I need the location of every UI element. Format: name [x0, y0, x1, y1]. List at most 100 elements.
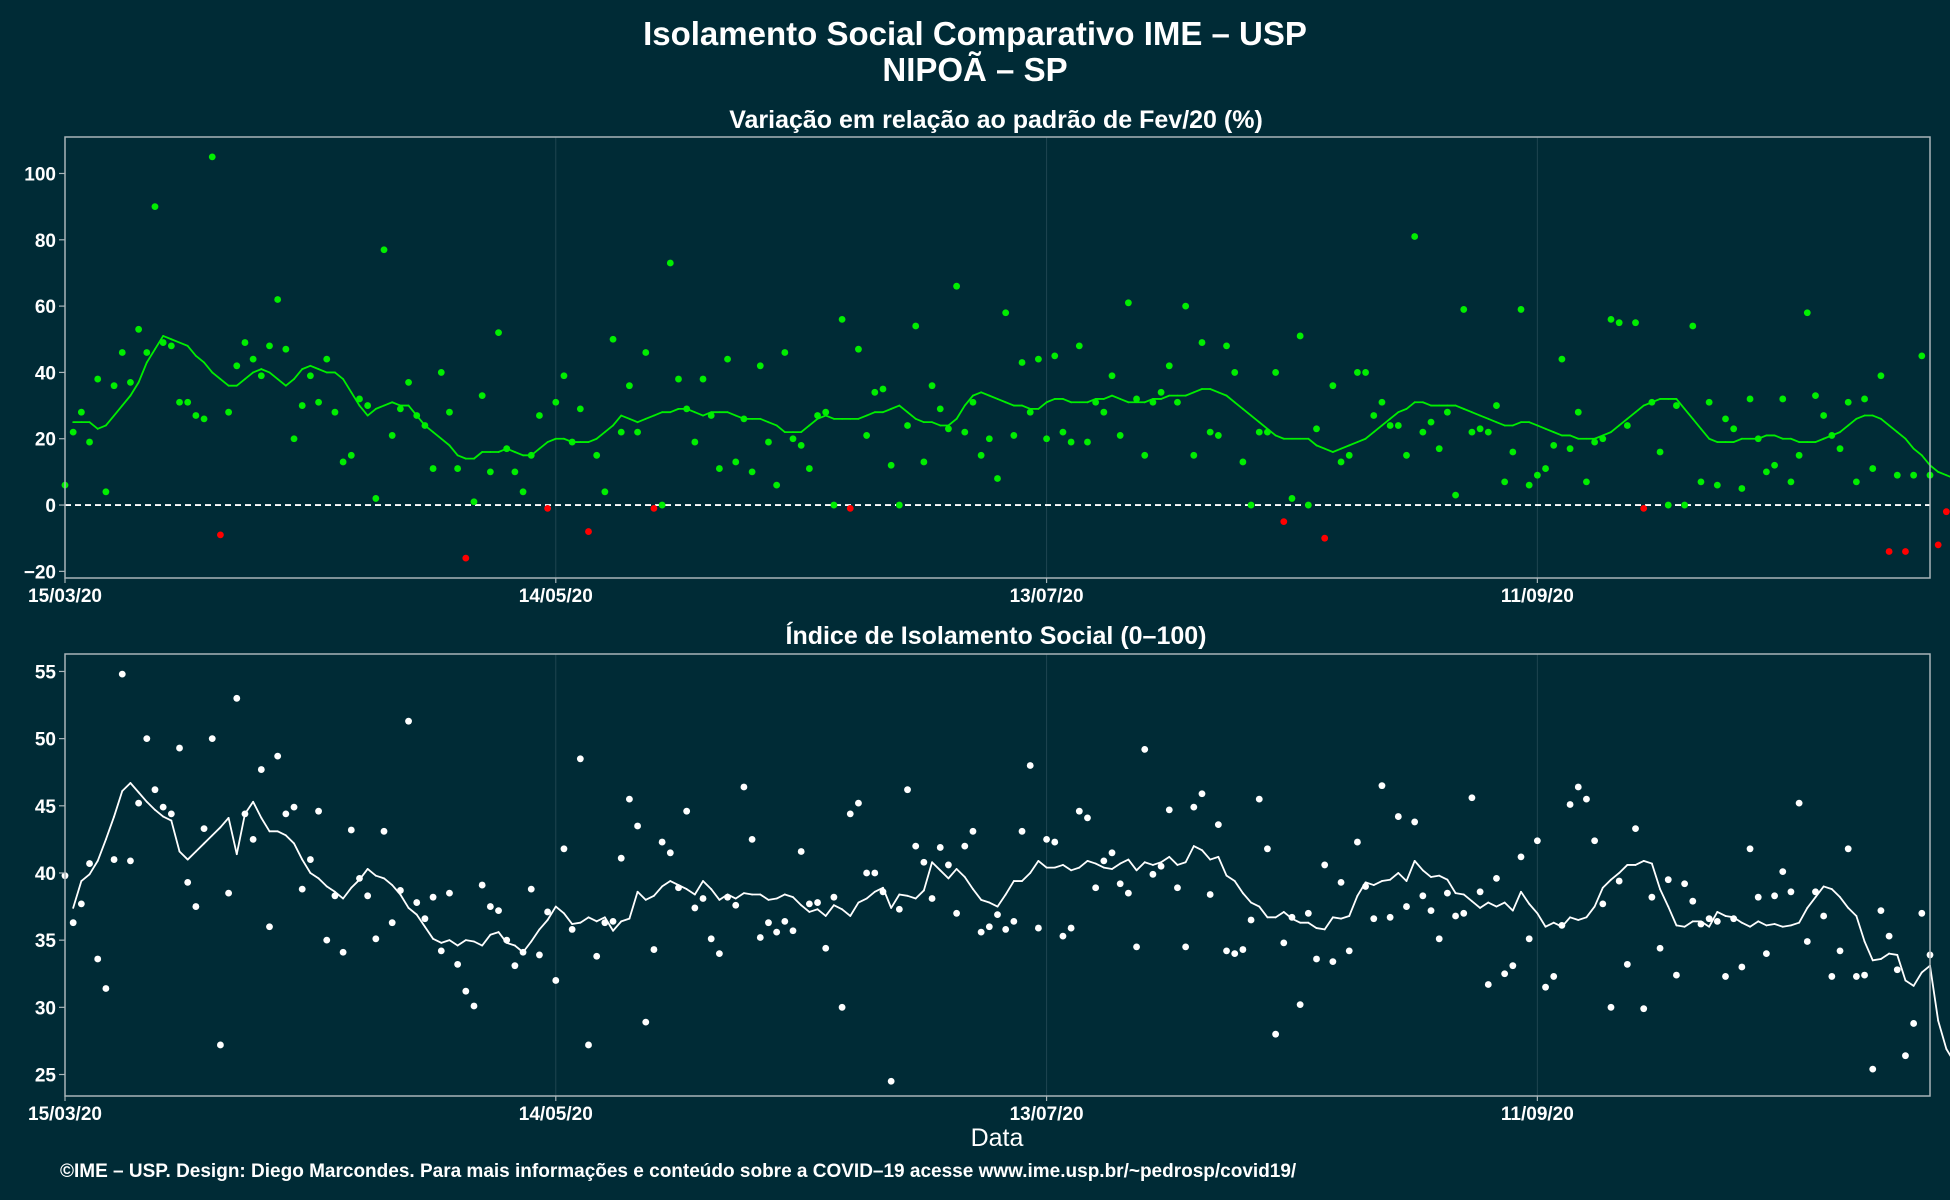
data-point	[208, 153, 216, 161]
data-point	[1452, 491, 1459, 499]
moving-average-segment	[1152, 861, 1162, 866]
moving-average-segment	[1912, 971, 1923, 987]
moving-average-segment	[1274, 911, 1285, 919]
moving-average-segment	[1094, 862, 1105, 869]
data-point	[1493, 874, 1500, 882]
data-point	[1345, 451, 1353, 459]
moving-average-segment	[1822, 885, 1833, 891]
figure-title-line2: NIPOÃ – SP	[882, 51, 1067, 88]
moving-average-segment	[1863, 940, 1874, 962]
data-point	[887, 461, 895, 469]
moving-average-segment	[137, 361, 148, 384]
data-point	[1100, 857, 1108, 865]
data-point	[658, 838, 666, 846]
moving-average-segment	[906, 894, 917, 900]
data-point	[1157, 862, 1165, 870]
moving-average-segment	[129, 381, 140, 397]
data-point	[1378, 398, 1386, 406]
data-point	[323, 936, 331, 944]
data-point	[879, 888, 887, 896]
data-point	[699, 375, 707, 383]
data-point	[838, 1003, 846, 1011]
data-point	[1509, 448, 1517, 456]
data-point	[994, 911, 1001, 919]
moving-average-segment	[1904, 979, 1915, 987]
moving-average-segment	[415, 913, 426, 928]
data-point	[127, 378, 134, 386]
moving-average-segment	[980, 391, 991, 397]
data-point	[912, 322, 920, 330]
moving-average-segment	[1773, 923, 1784, 928]
moving-average-segment	[284, 834, 295, 845]
data-point	[339, 458, 347, 466]
data-point	[1910, 1020, 1918, 1027]
data-point	[871, 869, 879, 877]
data-point	[1787, 888, 1795, 896]
data-point	[1206, 428, 1214, 436]
data-point	[347, 451, 355, 459]
moving-average-segment	[947, 417, 958, 427]
moving-average-segment	[849, 901, 860, 917]
moving-average-segment	[1618, 864, 1629, 874]
y-tick-label: 30	[35, 998, 56, 1019]
data-point	[86, 860, 93, 867]
moving-average-segment	[374, 874, 385, 880]
data-point	[151, 203, 159, 211]
moving-average-segment	[268, 371, 279, 380]
data-point	[544, 908, 552, 916]
data-point	[1484, 981, 1492, 988]
data-point	[1689, 322, 1697, 330]
data-point	[838, 315, 846, 323]
moving-average-segment	[154, 808, 165, 818]
data-point	[503, 445, 511, 453]
moving-average-segment	[211, 826, 222, 837]
data-point	[1460, 306, 1468, 313]
data-point	[928, 895, 936, 902]
moving-average-segment	[546, 905, 557, 921]
data-point	[159, 339, 167, 346]
data-point	[372, 935, 380, 943]
data-point	[1304, 501, 1312, 509]
data-point	[715, 465, 723, 472]
moving-average-segment	[612, 920, 623, 932]
data-point	[1288, 495, 1296, 502]
moving-average-segment	[1201, 849, 1212, 861]
moving-average-segment	[636, 417, 647, 424]
data-point	[1468, 794, 1476, 802]
moving-average-segment	[1569, 916, 1580, 921]
data-point	[969, 827, 977, 835]
moving-average-segment	[587, 916, 598, 923]
data-point	[871, 388, 879, 396]
moving-average-segment	[309, 364, 320, 371]
moving-average-segment	[1389, 872, 1400, 881]
data-point	[724, 893, 731, 901]
data-point	[1043, 835, 1050, 843]
data-point	[1844, 398, 1852, 406]
moving-average-segment	[1634, 404, 1645, 414]
moving-average-segment	[644, 414, 655, 420]
moving-average-segment	[914, 889, 925, 900]
moving-average-segment	[432, 937, 443, 944]
moving-average-segment	[1847, 417, 1858, 427]
data-point	[1304, 909, 1312, 917]
variation-x-axis: 15/03/20 14/05/20 13/07/20 11/09/20	[28, 578, 1574, 607]
moving-average-segment	[301, 364, 312, 371]
data-point	[732, 458, 740, 466]
moving-average-segment	[1667, 905, 1678, 927]
data-point	[1059, 932, 1067, 940]
data-point	[372, 495, 380, 502]
data-point	[1746, 845, 1754, 853]
data-point	[1820, 912, 1828, 920]
data-point	[159, 803, 167, 811]
moving-average-segment	[1536, 424, 1547, 430]
data-point	[478, 392, 486, 400]
moving-average-segment	[1945, 1048, 1950, 1057]
moving-average-segment	[194, 842, 205, 853]
data-point	[1623, 960, 1631, 968]
data-point	[805, 900, 813, 908]
data-point	[1141, 745, 1149, 753]
moving-average-segment	[1323, 447, 1334, 453]
moving-average-segment	[1585, 905, 1596, 919]
data-point	[601, 488, 609, 496]
moving-average-segment	[628, 417, 639, 424]
